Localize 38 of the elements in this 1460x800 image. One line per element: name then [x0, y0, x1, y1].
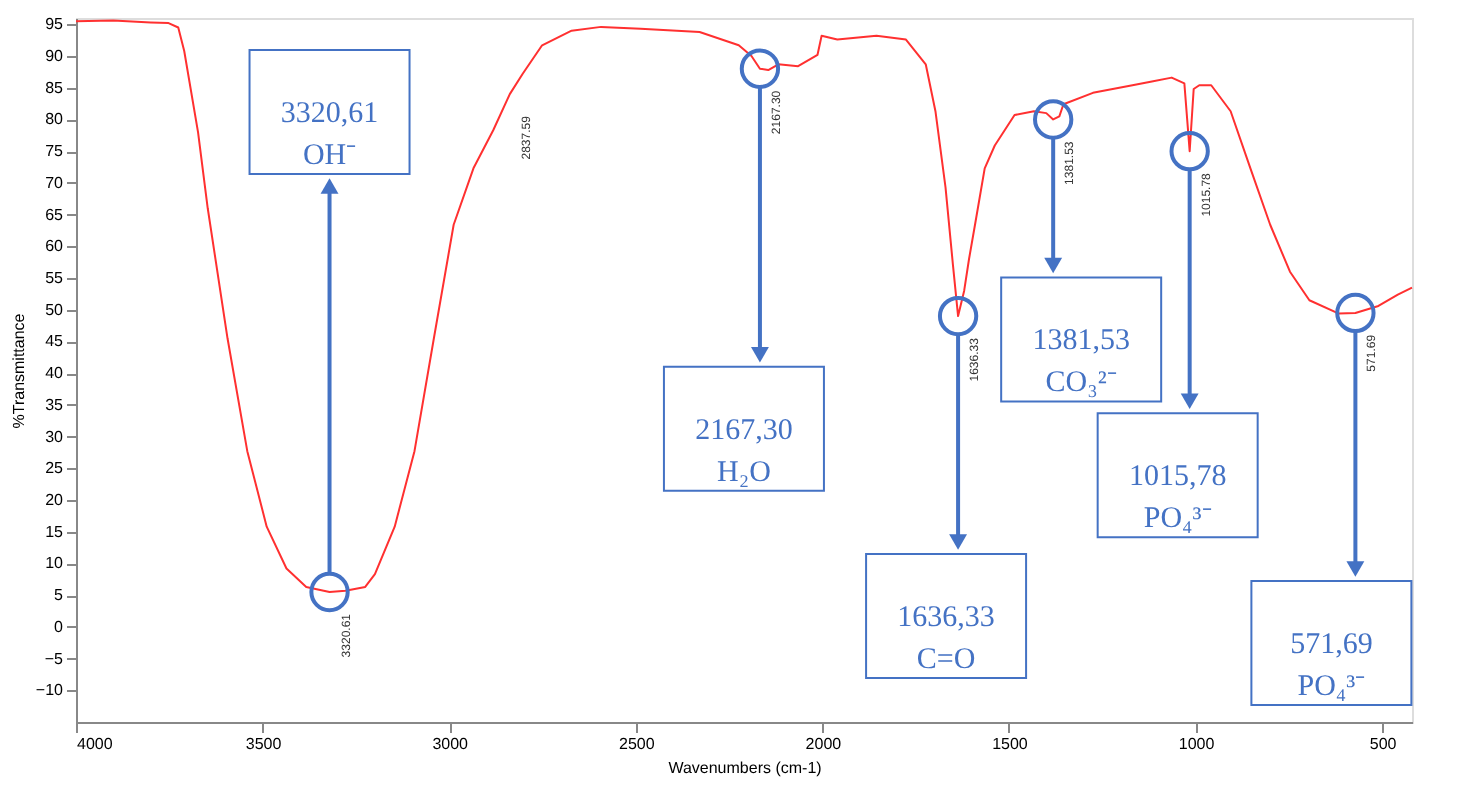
- y-tick-label: 50: [45, 300, 65, 319]
- annotation: 1381,53 CO₃²⁻: [1032, 325, 1130, 400]
- x-axis-title: Wavenumbers (cm-1): [668, 759, 823, 777]
- y-tick-label: 30: [45, 427, 65, 446]
- y-tick-label: 75: [45, 142, 65, 161]
- annotation: 3320,61 OH⁻: [280, 97, 379, 172]
- x-tick-label: 4000: [77, 735, 114, 753]
- x-tick-label: 3500: [245, 735, 283, 753]
- y-tick-label: 20: [45, 491, 65, 510]
- y-tick-label: 65: [45, 205, 65, 224]
- y-tick-label: 95: [45, 15, 65, 34]
- y-tick-label: 80: [45, 110, 65, 129]
- annotation: 571,69 PO₄³⁻: [1290, 628, 1373, 703]
- y-tick-label: −10: [35, 681, 65, 700]
- annotation: 1636,33 C=O: [897, 602, 995, 677]
- y-tick-label: 25: [45, 459, 65, 478]
- x-tick-label: 3000: [432, 735, 470, 753]
- y-tick-label: 90: [45, 47, 65, 66]
- x-tick-label: 2500: [618, 735, 656, 753]
- y-tick-label: −5: [44, 649, 65, 668]
- y-axis-title: %Transmittance: [9, 312, 28, 429]
- annotation: 2167,30 H₂O: [695, 414, 793, 489]
- y-tick-label: 35: [45, 395, 65, 414]
- y-tick-label: 40: [45, 364, 65, 383]
- x-tick-label: 500: [1369, 735, 1398, 753]
- x-tick-label: 1000: [1178, 735, 1216, 753]
- y-tick-label: 60: [45, 237, 65, 256]
- y-tick-label: 0: [54, 617, 65, 636]
- y-tick-label: 85: [45, 78, 65, 97]
- x-tick-label: 2000: [805, 735, 843, 753]
- annotation: 1015,78 PO₄³⁻: [1128, 461, 1227, 536]
- x-tick-label: 1500: [992, 735, 1029, 753]
- y-tick-label: 55: [45, 269, 65, 288]
- y-tick-label: 10: [45, 554, 65, 573]
- y-tick-label: 45: [45, 332, 65, 351]
- y-tick-label: 70: [45, 173, 65, 192]
- y-tick-label: 15: [45, 522, 65, 541]
- y-tick-label: 5: [54, 586, 65, 605]
